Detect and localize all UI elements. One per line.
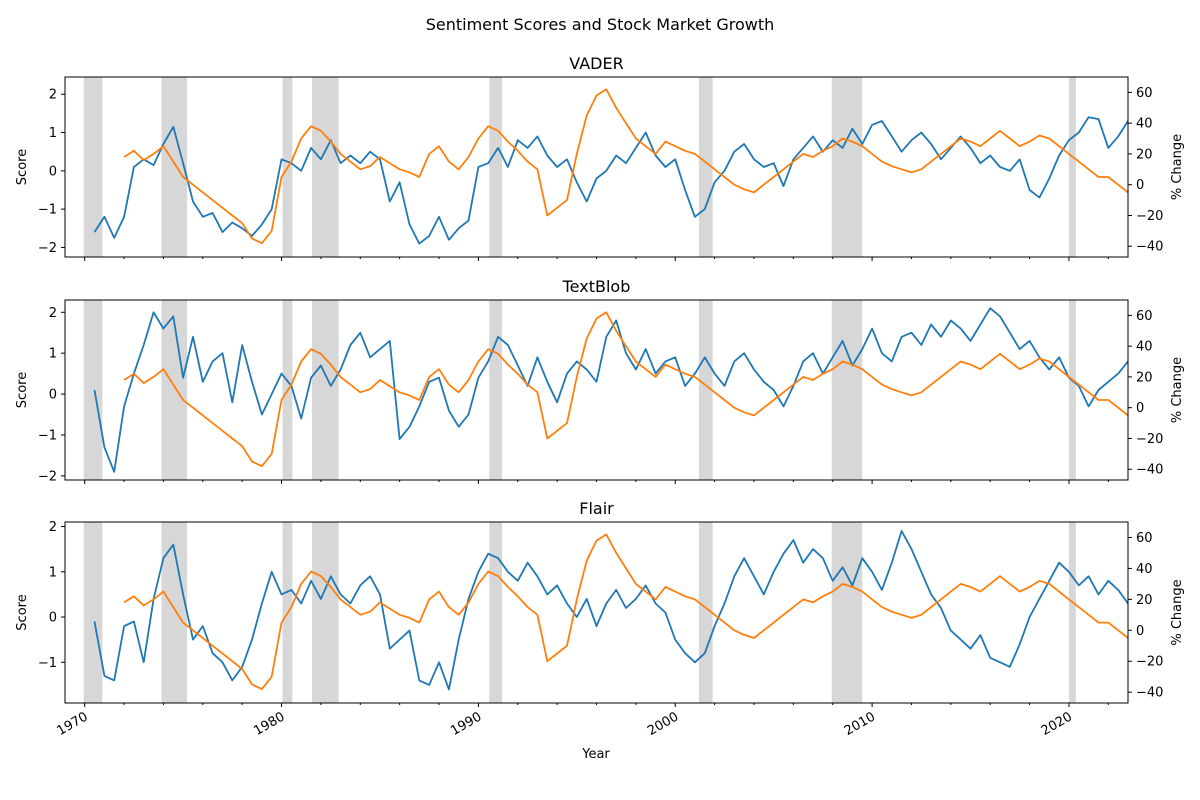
subplot-title: VADER [569,54,623,73]
recession-band [1068,522,1076,703]
recession-band [489,77,503,257]
x-tick-label: 1980 [251,709,287,739]
subplot-flair: Flair 2 1 0 −1 60 40 20 0 −20 −40 Score % Change 1970… [15,499,1185,739]
y-tick-label: 0 [49,164,57,179]
market-change-line [123,88,1128,245]
subplot-title: Flair [579,499,614,518]
y-right-tick-label: 0 [1136,624,1144,639]
x-tick-label: 1990 [448,709,484,739]
sentiment-score-line [93,307,1128,473]
y-tick-label: −2 [38,469,57,484]
x-tick-label: 2010 [842,709,878,739]
y-tick-label: −1 [38,203,57,218]
recession-band [83,77,103,257]
y-right-tick-label: 40 [1136,562,1153,577]
y-tick-label: 1 [49,347,57,362]
recession-band [831,522,863,703]
recession-band [1068,300,1076,480]
y-tick-label: 2 [49,306,57,321]
recession-band [312,77,339,257]
y-axis-label: Score [15,594,30,630]
y-tick-label: −1 [38,429,57,444]
plot-frame [64,521,1129,704]
recession-band [831,300,863,480]
recession-band [831,77,863,257]
y-right-tick-label: −20 [1136,432,1163,447]
market-change-line [123,311,1128,468]
y-tick-label: 2 [49,88,57,103]
y-right-axis-label: % Change [1170,579,1185,645]
recession-band [698,300,713,480]
y-tick-label: −1 [38,656,57,671]
sentiment-score-line [93,530,1128,691]
y-axis-label: Score [15,149,30,185]
y-right-tick-label: 60 [1136,531,1153,546]
plot-frame [64,299,1129,481]
y-right-tick-label: 60 [1136,86,1153,101]
y-tick-label: 1 [49,565,57,580]
y-right-tick-label: −20 [1136,655,1163,670]
subplot-title: TextBlob [562,277,631,296]
y-tick-label: −2 [38,241,57,256]
recession-band [698,522,713,703]
recession-band [489,300,503,480]
y-right-axis-label: % Change [1170,134,1185,200]
recession-band [489,522,503,703]
y-tick-label: 0 [49,388,57,403]
y-right-tick-label: −20 [1136,209,1163,224]
y-right-tick-label: 40 [1136,117,1153,132]
y-tick-label: 0 [49,611,57,626]
y-tick-label: 2 [49,520,57,535]
x-axis-label: Year [581,747,610,762]
y-right-tick-label: 20 [1136,147,1153,162]
figure-suptitle: Sentiment Scores and Stock Market Growth [426,15,775,34]
recession-band [83,300,103,480]
recession-band [312,522,339,703]
recession-band [161,300,188,480]
recession-band [161,77,188,257]
x-tick-label: 2000 [645,709,681,739]
y-right-tick-label: 60 [1136,309,1153,324]
sentiment-score-line [93,116,1128,245]
y-right-tick-label: 20 [1136,370,1153,385]
y-right-tick-label: 0 [1136,178,1144,193]
y-right-tick-label: −40 [1136,463,1163,478]
y-right-tick-label: −40 [1136,686,1163,701]
y-right-tick-label: −40 [1136,240,1163,255]
y-axis-label: Score [15,372,30,408]
y-right-tick-label: 40 [1136,340,1153,355]
subplot-vader: VADER 2 1 0 −1 −2 60 40 20 0 −20 −40 Score % Change [15,54,1185,261]
x-tick-label: 1970 [55,709,91,739]
y-right-tick-label: 0 [1136,401,1144,416]
y-tick-label: 1 [49,126,57,141]
y-right-tick-label: 20 [1136,593,1153,608]
x-tick-label: 2020 [1039,709,1075,739]
market-change-line [123,533,1128,690]
recession-band [1068,77,1076,257]
recession-band [312,300,339,480]
y-right-axis-label: % Change [1170,357,1185,423]
subplot-textblob: TextBlob 2 1 0 −1 −2 60 40 20 0 −20 −40 Score % Chang… [15,277,1185,484]
recession-band [83,522,103,703]
